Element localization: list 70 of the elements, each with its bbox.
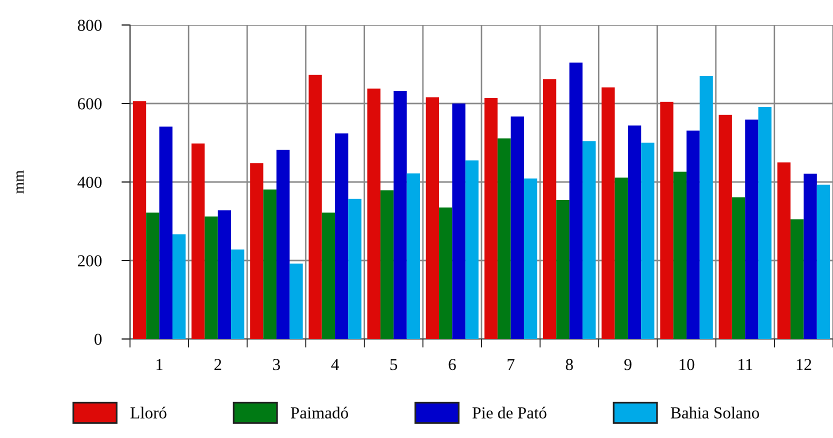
bar [335, 133, 348, 339]
bar [231, 250, 244, 339]
x-tick-label: 3 [273, 358, 280, 370]
bar [641, 142, 654, 339]
x-tick-label: 6 [448, 358, 456, 370]
bar [745, 120, 758, 339]
bar [582, 141, 596, 339]
bar [308, 74, 322, 339]
bar [628, 125, 642, 339]
bar [510, 116, 524, 339]
bar [380, 190, 394, 339]
x-tick-label: 12 [796, 358, 812, 370]
bar [718, 114, 732, 339]
bar [204, 216, 218, 339]
bar [426, 97, 440, 339]
y-tick-label: 400 [78, 176, 102, 188]
x-tick-label: 1 [156, 359, 162, 370]
legend-label: Paimadó [290, 406, 348, 418]
bar [146, 212, 160, 339]
bar [498, 138, 511, 339]
bar [758, 107, 772, 339]
bar [439, 208, 452, 339]
bar [394, 90, 407, 339]
bar [543, 79, 556, 339]
bar [367, 88, 380, 339]
bar [290, 264, 303, 339]
bar [218, 210, 232, 339]
bar [159, 126, 172, 339]
bar [192, 144, 205, 339]
x-tick-label: 11 [738, 359, 752, 370]
bar [484, 98, 498, 339]
y-tick-label: 0 [94, 334, 102, 345]
x-tick-label: 4 [331, 359, 339, 370]
bar [732, 197, 746, 339]
y-tick-label: 800 [78, 20, 102, 31]
bar [250, 163, 264, 339]
y-tick-label: 600 [78, 98, 102, 110]
bar [686, 130, 700, 339]
bar [660, 102, 674, 339]
bar [465, 160, 479, 339]
x-tick-label: 8 [566, 358, 573, 370]
x-tick-label: 7 [508, 359, 514, 370]
x-tick-label: 2 [214, 358, 222, 370]
y-tick-label: 200 [78, 255, 102, 266]
bar [602, 87, 615, 339]
bar [614, 178, 628, 339]
bar [673, 172, 687, 339]
x-tick-label: 9 [624, 358, 632, 370]
legend-label: Pie de Pató [472, 406, 546, 418]
bar [452, 104, 466, 339]
legend-label: Lloró [130, 406, 166, 418]
bar [569, 62, 583, 339]
bar [348, 198, 362, 339]
bar [276, 150, 290, 339]
bar [804, 174, 817, 339]
bar [524, 178, 538, 339]
bar [132, 101, 146, 339]
bar [790, 219, 804, 339]
x-tick-label: 5 [390, 359, 398, 370]
bar [816, 184, 830, 339]
bar [263, 189, 276, 339]
bar [556, 200, 570, 339]
y-axis-title: mm [16, 170, 24, 194]
bar [406, 173, 420, 339]
bar [777, 162, 791, 339]
legend-label: Bahia Solano [670, 406, 760, 418]
bar [700, 76, 713, 339]
bar [322, 212, 336, 339]
x-tick-label: 10 [680, 358, 694, 370]
bar [172, 234, 186, 339]
